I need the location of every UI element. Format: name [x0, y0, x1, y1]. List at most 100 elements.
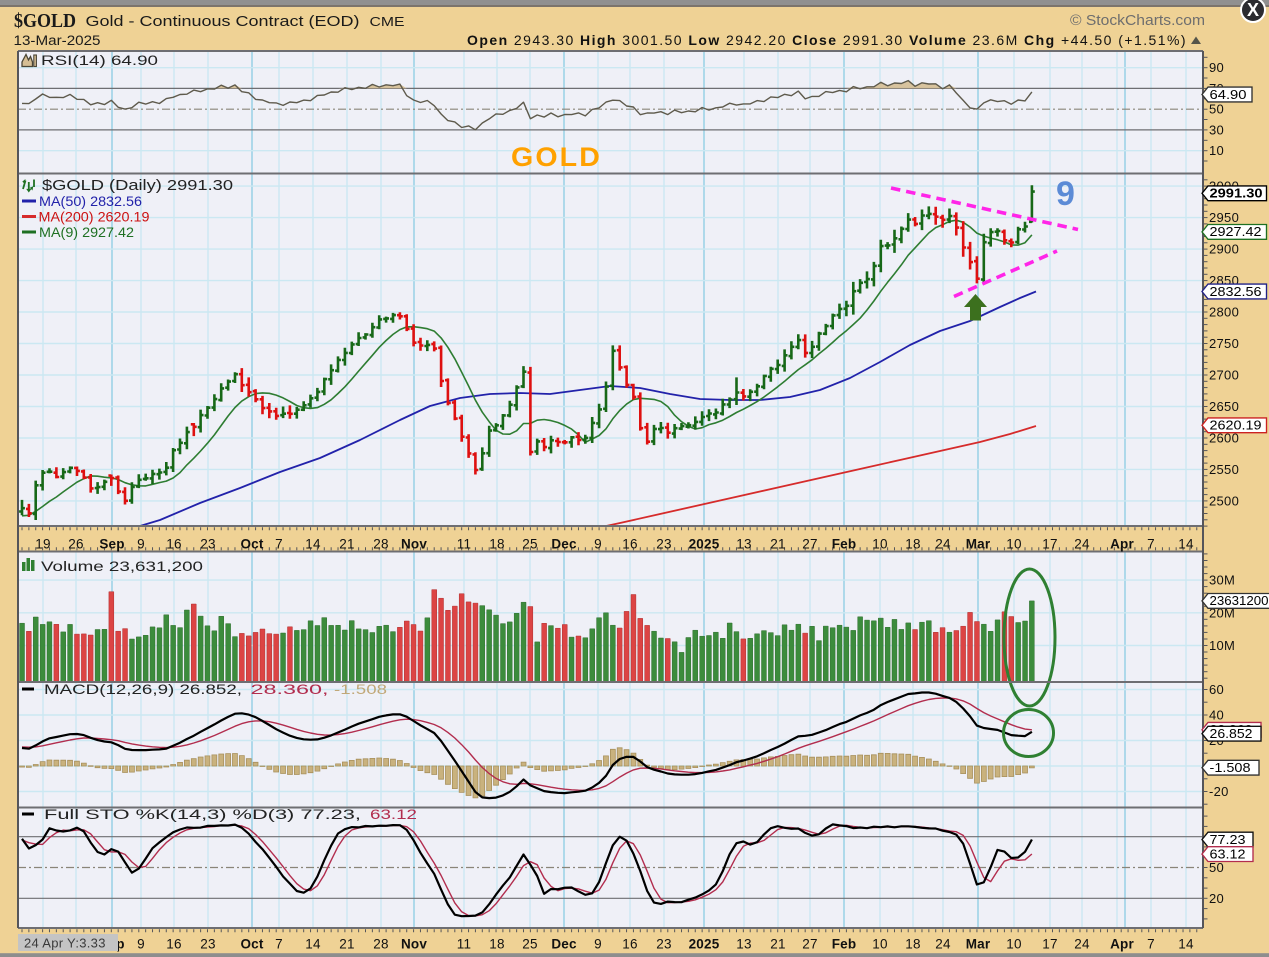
svg-text:16: 16 — [622, 537, 637, 552]
svg-text:2620.19: 2620.19 — [1210, 419, 1262, 433]
svg-text:24: 24 — [935, 537, 951, 552]
svg-text:2700: 2700 — [1209, 368, 1239, 383]
svg-text:21: 21 — [339, 537, 354, 552]
svg-text:Volume 23,631,200: Volume 23,631,200 — [41, 558, 203, 574]
svg-text:2750: 2750 — [1209, 336, 1239, 351]
svg-text:18: 18 — [489, 937, 504, 952]
svg-text:10: 10 — [1006, 937, 1021, 952]
svg-text:7: 7 — [1147, 537, 1155, 552]
svg-text:14: 14 — [305, 937, 321, 952]
svg-text:2025: 2025 — [689, 537, 720, 552]
svg-text:11: 11 — [457, 937, 471, 952]
svg-text:7: 7 — [275, 537, 283, 552]
svg-text:Dec: Dec — [551, 537, 577, 552]
svg-text:Nov: Nov — [401, 937, 427, 952]
svg-text:16: 16 — [166, 937, 181, 952]
svg-text:26: 26 — [68, 537, 83, 552]
svg-text:21: 21 — [770, 937, 785, 952]
svg-text:50: 50 — [1209, 860, 1224, 875]
svg-text:14: 14 — [1178, 537, 1194, 552]
svg-text:$GOLD: $GOLD — [14, 10, 76, 32]
svg-text:23: 23 — [200, 937, 215, 952]
svg-text:RSI(14) 64.90: RSI(14) 64.90 — [41, 52, 158, 68]
svg-text:MA(9) 2927.42: MA(9) 2927.42 — [39, 225, 134, 240]
svg-text:17: 17 — [1042, 537, 1057, 552]
svg-text:2832.56: 2832.56 — [1210, 285, 1262, 299]
svg-text:10: 10 — [872, 937, 887, 952]
svg-text:18: 18 — [905, 537, 920, 552]
svg-text:24: 24 — [935, 937, 951, 952]
svg-text:Nov: Nov — [401, 537, 427, 552]
svg-text:25: 25 — [522, 937, 537, 952]
svg-text:10: 10 — [872, 537, 887, 552]
svg-text:Oct: Oct — [240, 937, 263, 952]
svg-text:2991.30: 2991.30 — [1210, 187, 1263, 201]
svg-text:14: 14 — [1178, 937, 1194, 952]
svg-text:$GOLD (Daily) 2991.30: $GOLD (Daily) 2991.30 — [42, 178, 233, 194]
svg-text:27: 27 — [802, 537, 817, 552]
svg-text:19: 19 — [35, 537, 50, 552]
svg-text:13-Mar-2025: 13-Mar-2025 — [14, 33, 101, 48]
svg-text:-1.508: -1.508 — [1210, 761, 1251, 775]
svg-text:24: 24 — [1074, 537, 1090, 552]
svg-text:Apr: Apr — [1110, 937, 1134, 952]
svg-text:2950: 2950 — [1209, 210, 1239, 225]
svg-text:2927.42: 2927.42 — [1210, 225, 1262, 239]
svg-text:90: 90 — [1209, 60, 1224, 75]
svg-text:Sep: Sep — [99, 537, 124, 552]
svg-text:20M: 20M — [1209, 605, 1235, 620]
svg-text:24: 24 — [1074, 937, 1090, 952]
svg-text:21: 21 — [770, 537, 785, 552]
svg-text:10: 10 — [1006, 537, 1021, 552]
svg-text:2550: 2550 — [1209, 462, 1239, 477]
svg-text:60: 60 — [1209, 682, 1224, 697]
svg-text:23: 23 — [656, 537, 671, 552]
svg-text:26.852: 26.852 — [1210, 727, 1253, 741]
svg-text:18: 18 — [905, 937, 920, 952]
svg-text:Dec: Dec — [551, 937, 577, 952]
svg-text:9: 9 — [137, 937, 145, 952]
svg-text:64.90: 64.90 — [1210, 88, 1247, 102]
svg-text:10: 10 — [1209, 143, 1224, 158]
svg-text:11: 11 — [457, 537, 471, 552]
svg-text:Feb: Feb — [832, 537, 857, 552]
svg-text:77.23: 77.23 — [1210, 833, 1246, 847]
svg-text:23: 23 — [656, 937, 671, 952]
svg-text:Oct: Oct — [240, 537, 263, 552]
svg-text:23: 23 — [200, 537, 215, 552]
svg-text:25: 25 — [522, 537, 537, 552]
svg-text:63.12: 63.12 — [370, 806, 417, 822]
svg-text:14: 14 — [305, 537, 321, 552]
svg-text:9: 9 — [594, 537, 602, 552]
svg-text:9: 9 — [1056, 175, 1075, 213]
svg-text:7: 7 — [1147, 937, 1155, 952]
svg-text:20: 20 — [1209, 891, 1224, 906]
svg-text:28.360,: 28.360, — [251, 681, 329, 697]
svg-text:MA(50) 2832.56: MA(50) 2832.56 — [39, 194, 142, 209]
svg-text:CME: CME — [370, 15, 405, 29]
svg-text:30M: 30M — [1209, 573, 1235, 588]
svg-text:13: 13 — [736, 937, 751, 952]
svg-text:MACD(12,26,9) 26.852,: MACD(12,26,9) 26.852, — [44, 681, 242, 697]
svg-text:9: 9 — [137, 537, 145, 552]
svg-text:2800: 2800 — [1209, 305, 1239, 320]
svg-text:24 Apr Y:3.33: 24 Apr Y:3.33 — [24, 936, 106, 951]
svg-text:50: 50 — [1209, 102, 1224, 117]
svg-text:28: 28 — [373, 537, 388, 552]
svg-text:2025: 2025 — [689, 937, 720, 952]
svg-text:-20: -20 — [1209, 784, 1229, 799]
svg-text:X: X — [1247, 0, 1259, 20]
svg-text:Open 2943.30 High 3001.50 Low: Open 2943.30 High 3001.50 Low 2942.20 Cl… — [467, 32, 1187, 48]
svg-text:17: 17 — [1042, 937, 1057, 952]
svg-text:MA(200) 2620.19: MA(200) 2620.19 — [39, 210, 150, 225]
svg-text:21: 21 — [339, 937, 354, 952]
svg-text:2500: 2500 — [1209, 493, 1239, 508]
svg-text:Mar: Mar — [966, 537, 991, 552]
svg-text:7: 7 — [275, 937, 283, 952]
svg-text:Feb: Feb — [832, 937, 857, 952]
svg-text:Gold - Continuous Contract (EO: Gold - Continuous Contract (EOD) — [86, 13, 360, 30]
svg-text:13: 13 — [736, 537, 751, 552]
svg-text:2900: 2900 — [1209, 242, 1239, 257]
svg-text:40: 40 — [1209, 708, 1224, 723]
svg-text:23631200: 23631200 — [1210, 594, 1269, 608]
